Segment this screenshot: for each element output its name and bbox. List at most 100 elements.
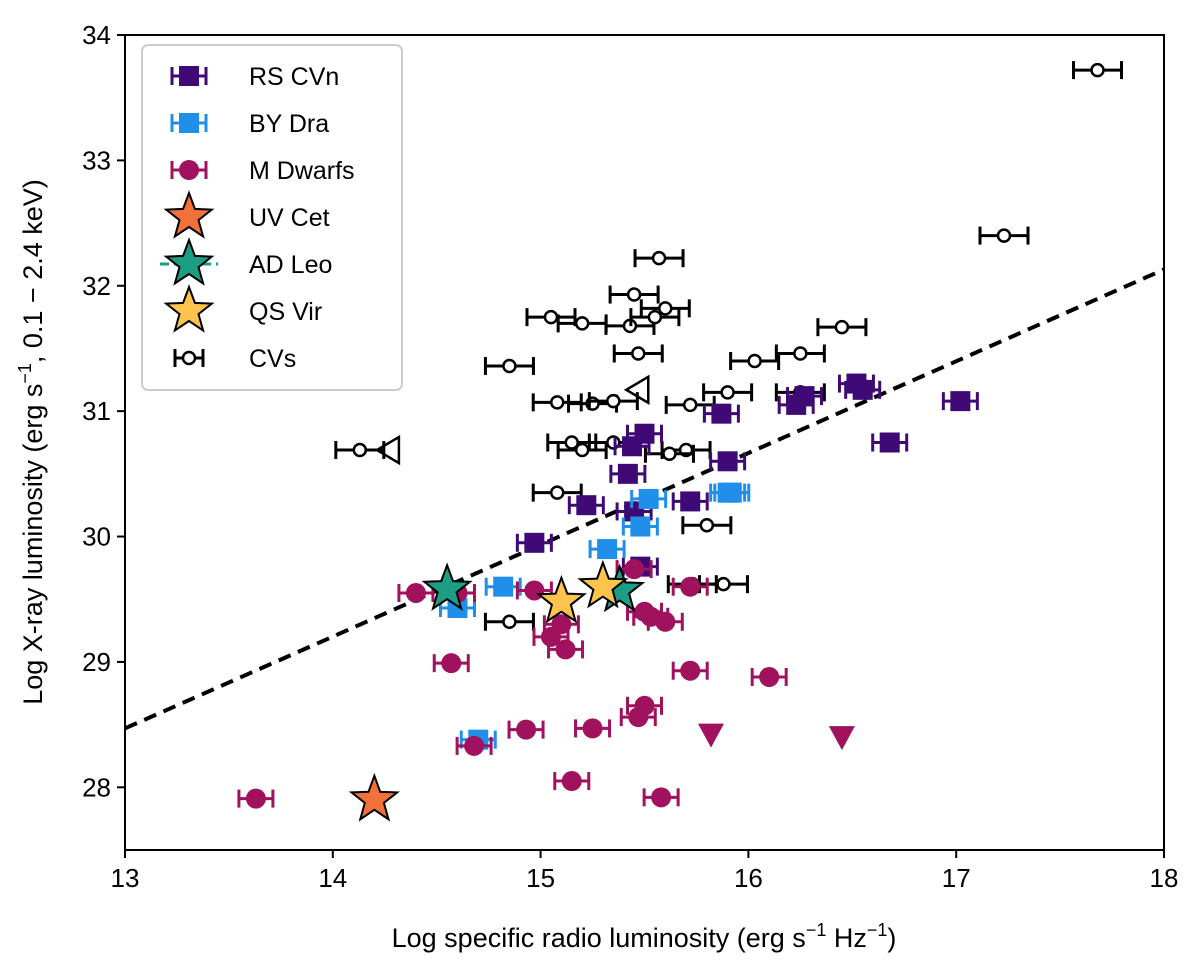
point-cvs bbox=[574, 442, 590, 458]
axis-ticks: 13 14 15 16 17 18 28 29 30 31 32 33 34 bbox=[82, 20, 1178, 893]
point-m-dwarfs bbox=[561, 771, 582, 792]
point-by-dra bbox=[597, 539, 618, 560]
x-tick-label: 13 bbox=[111, 863, 140, 893]
point-cvs bbox=[658, 301, 673, 316]
point-m-dwarfs-upper-limit bbox=[697, 723, 724, 748]
point-cvs-lower-limit bbox=[374, 434, 401, 466]
point-m-dwarfs bbox=[555, 639, 576, 660]
point-cvs bbox=[716, 576, 731, 592]
point-rs-cvn bbox=[950, 391, 971, 412]
point-cvs bbox=[834, 319, 850, 335]
point-cvs bbox=[996, 228, 1012, 243]
point-m-dwarfs bbox=[628, 707, 649, 728]
point-rs-cvn bbox=[717, 451, 738, 472]
legend-marker-ad-leo bbox=[163, 237, 215, 286]
point-by-dra bbox=[638, 488, 659, 509]
point-qs-vir bbox=[535, 574, 587, 624]
legend-marker-rs-cvn bbox=[179, 66, 199, 86]
point-m-dwarfs bbox=[245, 788, 266, 809]
x-tick-label: 15 bbox=[526, 863, 555, 893]
point-cvs bbox=[502, 614, 517, 630]
point-cvs bbox=[747, 353, 762, 369]
point-cvs bbox=[564, 435, 580, 450]
point-cvs bbox=[549, 395, 565, 410]
x-tick-label: 14 bbox=[318, 863, 347, 893]
point-m-dwarfs bbox=[655, 611, 676, 632]
point-rs-cvn bbox=[524, 532, 545, 553]
point-cvs bbox=[626, 287, 642, 302]
y-tick-label: 31 bbox=[82, 396, 111, 426]
y-tick-label: 32 bbox=[82, 271, 111, 301]
point-cvs bbox=[720, 385, 735, 400]
point-cvs bbox=[651, 250, 667, 266]
series-qs-vir bbox=[535, 559, 629, 624]
point-cvs bbox=[682, 397, 698, 413]
point-m-dwarfs bbox=[441, 653, 462, 674]
point-by-dra bbox=[493, 576, 514, 597]
point-m-dwarfs-upper-limit bbox=[828, 726, 855, 751]
point-rs-cvn bbox=[794, 386, 815, 407]
point-qs-vir bbox=[577, 559, 629, 609]
point-m-dwarfs bbox=[680, 576, 701, 597]
point-cvs bbox=[543, 309, 559, 325]
point-cvs bbox=[606, 393, 621, 409]
y-tick-label: 28 bbox=[82, 772, 111, 802]
series-uv-cet bbox=[348, 772, 400, 822]
legend-label: BY Dra bbox=[249, 110, 329, 138]
legend-label: QS Vir bbox=[249, 298, 322, 326]
point-m-dwarfs bbox=[551, 614, 572, 635]
point-rs-cvn bbox=[852, 379, 873, 400]
legend-label: RS CVn bbox=[249, 63, 339, 91]
point-cvs bbox=[662, 446, 677, 462]
y-tick-label: 33 bbox=[82, 145, 111, 175]
y-tick-label: 29 bbox=[82, 647, 111, 677]
point-cvs-lower-limit bbox=[623, 374, 650, 406]
point-rs-cvn bbox=[576, 495, 597, 516]
series-cvs-lower-limit bbox=[374, 374, 650, 466]
x-tick-label: 18 bbox=[1150, 863, 1179, 893]
point-m-dwarfs bbox=[624, 559, 645, 580]
series-rs-cvn bbox=[515, 373, 979, 577]
point-ad-leo bbox=[421, 562, 473, 611]
point-cvs bbox=[1090, 62, 1105, 78]
point-cvs bbox=[502, 358, 517, 374]
point-cvs bbox=[352, 442, 368, 458]
point-by-dra bbox=[630, 516, 651, 537]
legend-marker-uv-cet bbox=[163, 190, 215, 239]
legend-marker-by-dra bbox=[179, 113, 199, 133]
point-m-dwarfs bbox=[759, 666, 780, 687]
point-m-dwarfs bbox=[464, 735, 485, 756]
point-cvs bbox=[574, 316, 590, 331]
legend-marker-m-dwarfs bbox=[179, 160, 199, 180]
x-tick-label: 16 bbox=[734, 863, 763, 893]
point-rs-cvn bbox=[680, 491, 701, 512]
point-cvs bbox=[699, 518, 715, 533]
legend-marker-cvs bbox=[181, 350, 197, 366]
legend-marker-qs-vir bbox=[163, 284, 215, 333]
point-m-dwarfs bbox=[651, 787, 672, 808]
legend-label: AD Leo bbox=[249, 251, 332, 279]
point-cvs bbox=[549, 485, 565, 500]
x-tick-label: 17 bbox=[942, 863, 971, 893]
plot-area bbox=[124, 61, 1165, 822]
legend-label: CVs bbox=[249, 345, 296, 373]
point-cvs bbox=[793, 346, 808, 361]
y-tick-label: 34 bbox=[82, 20, 111, 50]
y-tick-label: 30 bbox=[82, 522, 111, 552]
legend-label: UV Cet bbox=[249, 204, 330, 232]
point-rs-cvn bbox=[711, 403, 732, 424]
point-by-dra bbox=[721, 482, 742, 503]
legend: RS CVn BY Dra M Dwarfs UV Cet AD Leo QS Vir CV… bbox=[141, 44, 403, 391]
y-axis-label: Log X-ray luminosity (erg s−1, 0.1 − 2.4… bbox=[15, 179, 48, 705]
axes-frame bbox=[124, 34, 1165, 851]
point-rs-cvn bbox=[879, 432, 900, 453]
point-m-dwarfs bbox=[582, 718, 603, 739]
series-m-dwarfs-upper-limit bbox=[697, 723, 855, 751]
point-m-dwarfs bbox=[680, 660, 701, 681]
legend-label: M Dwarfs bbox=[249, 157, 355, 185]
point-uv-cet bbox=[348, 772, 400, 822]
point-cvs bbox=[631, 346, 646, 361]
x-axis-label: Log specific radio luminosity (erg s−1 H… bbox=[392, 920, 897, 953]
